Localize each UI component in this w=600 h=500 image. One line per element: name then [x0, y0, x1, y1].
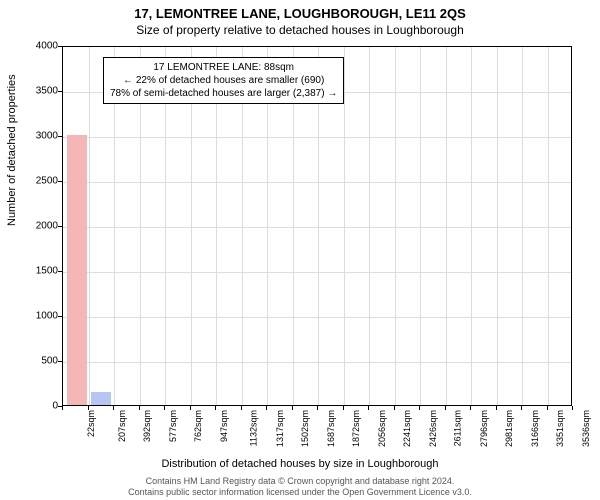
x-tick-mark	[139, 406, 140, 410]
x-tick-mark	[368, 406, 369, 410]
x-tick-mark	[113, 406, 114, 410]
x-tick-mark	[241, 406, 242, 410]
x-tick-label: 1872sqm	[351, 410, 361, 447]
gridline-v	[446, 47, 447, 405]
x-tick-mark	[266, 406, 267, 410]
x-tick-label: 947sqm	[219, 410, 229, 442]
x-tick-mark	[317, 406, 318, 410]
annotation-line-2: ← 22% of detached houses are smaller (69…	[110, 74, 337, 87]
y-tick-label: 1000	[18, 311, 58, 322]
y-tick-label: 1500	[18, 266, 58, 277]
y-tick-label: 2000	[18, 221, 58, 232]
y-tick-mark	[58, 316, 62, 317]
annotation-box: 17 LEMONTREE LANE: 88sqm ← 22% of detach…	[103, 57, 344, 104]
footer-line-1: Contains HM Land Registry data © Crown c…	[0, 476, 600, 487]
x-tick-mark	[215, 406, 216, 410]
x-tick-label: 1687sqm	[326, 410, 336, 447]
chart-title-sub: Size of property relative to detached ho…	[0, 21, 600, 37]
x-tick-mark	[292, 406, 293, 410]
plot-area: 17 LEMONTREE LANE: 88sqm ← 22% of detach…	[62, 46, 572, 406]
y-tick-label: 3000	[18, 131, 58, 142]
x-tick-label: 1502sqm	[300, 410, 310, 447]
x-tick-mark	[547, 406, 548, 410]
x-tick-label: 207sqm	[117, 410, 127, 442]
y-tick-label: 3500	[18, 86, 58, 97]
chart-title-main: 17, LEMONTREE LANE, LOUGHBOROUGH, LE11 2…	[0, 0, 600, 21]
x-tick-mark	[445, 406, 446, 410]
x-tick-label: 3166sqm	[530, 410, 540, 447]
y-tick-label: 2500	[18, 176, 58, 187]
y-tick-mark	[58, 181, 62, 182]
x-tick-label: 762sqm	[193, 410, 203, 442]
x-tick-mark	[88, 406, 89, 410]
x-tick-mark	[343, 406, 344, 410]
x-tick-label: 2241sqm	[402, 410, 412, 447]
bar	[91, 392, 111, 406]
x-tick-mark	[419, 406, 420, 410]
y-tick-mark	[58, 91, 62, 92]
x-tick-mark	[164, 406, 165, 410]
x-tick-label: 22sqm	[86, 410, 96, 437]
x-tick-label: 1317sqm	[275, 410, 285, 447]
x-tick-label: 2796sqm	[479, 410, 489, 447]
x-tick-mark	[470, 406, 471, 410]
y-tick-mark	[58, 361, 62, 362]
x-tick-label: 577sqm	[168, 410, 178, 442]
y-tick-mark	[58, 226, 62, 227]
x-tick-mark	[394, 406, 395, 410]
x-tick-label: 3536sqm	[581, 410, 591, 447]
x-tick-label: 3351sqm	[555, 410, 565, 447]
footer-line-2: Contains public sector information licen…	[0, 487, 600, 498]
y-axis-label: Number of detached properties	[6, 74, 18, 226]
annotation-line-1: 17 LEMONTREE LANE: 88sqm	[110, 61, 337, 74]
footer-attribution: Contains HM Land Registry data © Crown c…	[0, 476, 600, 498]
annotation-line-3: 78% of semi-detached houses are larger (…	[110, 87, 337, 100]
gridline-v	[471, 47, 472, 405]
x-tick-mark	[496, 406, 497, 410]
x-tick-label: 2981sqm	[504, 410, 514, 447]
gridline-v	[89, 47, 90, 405]
x-tick-mark	[572, 406, 573, 410]
x-tick-label: 2426sqm	[428, 410, 438, 447]
x-axis-label: Distribution of detached houses by size …	[0, 458, 600, 470]
y-tick-mark	[58, 271, 62, 272]
gridline-v	[522, 47, 523, 405]
x-tick-label: 392sqm	[142, 410, 152, 442]
x-tick-label: 2056sqm	[377, 410, 387, 447]
x-tick-label: 2611sqm	[452, 410, 462, 446]
y-tick-label: 4000	[18, 41, 58, 52]
y-tick-mark	[58, 136, 62, 137]
x-tick-mark	[190, 406, 191, 410]
y-tick-label: 500	[18, 356, 58, 367]
gridline-v	[420, 47, 421, 405]
gridline-v	[369, 47, 370, 405]
x-tick-mark	[521, 406, 522, 410]
x-tick-mark	[62, 406, 63, 410]
bar	[67, 135, 87, 405]
gridline-v	[548, 47, 549, 405]
x-tick-label: 1132sqm	[248, 410, 258, 446]
y-tick-mark	[58, 46, 62, 47]
gridline-v	[395, 47, 396, 405]
y-tick-label: 0	[18, 401, 58, 412]
gridline-v	[497, 47, 498, 405]
